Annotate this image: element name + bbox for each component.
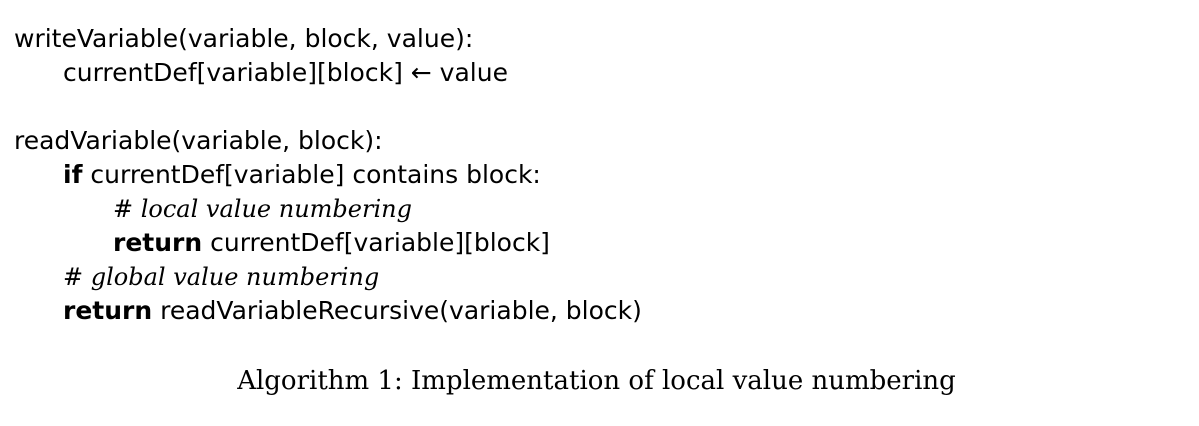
algorithm-caption: Algorithm 1: Implementation of local val… (237, 366, 956, 396)
write-variable-body: currentDef[variable][block] ← value (63, 58, 508, 87)
algorithm-caption-container: Algorithm 1: Implementation of local val… (0, 364, 1199, 398)
return-keyword: return (63, 296, 153, 325)
if-condition: currentDef[variable] contains block: (82, 160, 541, 189)
global-numbering-comment: # global value numbering (63, 263, 380, 291)
if-keyword: if (63, 160, 83, 189)
return-global-statement: return readVariableRecursive(variable, b… (14, 294, 642, 328)
return-local-statement: return currentDef[variable][block] (14, 226, 642, 260)
if-statement: if currentDef[variable] contains block: (14, 158, 642, 192)
return-global-expression: readVariableRecursive(variable, block) (152, 296, 642, 325)
return-local-expression: currentDef[variable][block] (202, 228, 550, 257)
return-keyword: return (113, 228, 203, 257)
read-variable-signature: readVariable(variable, block): (14, 126, 383, 155)
write-variable-signature: writeVariable(variable, block, value): (14, 24, 474, 53)
local-numbering-comment: # local value numbering (113, 195, 412, 223)
blank-line (14, 90, 642, 124)
algorithm-listing: writeVariable(variable, block, value): c… (14, 22, 642, 328)
